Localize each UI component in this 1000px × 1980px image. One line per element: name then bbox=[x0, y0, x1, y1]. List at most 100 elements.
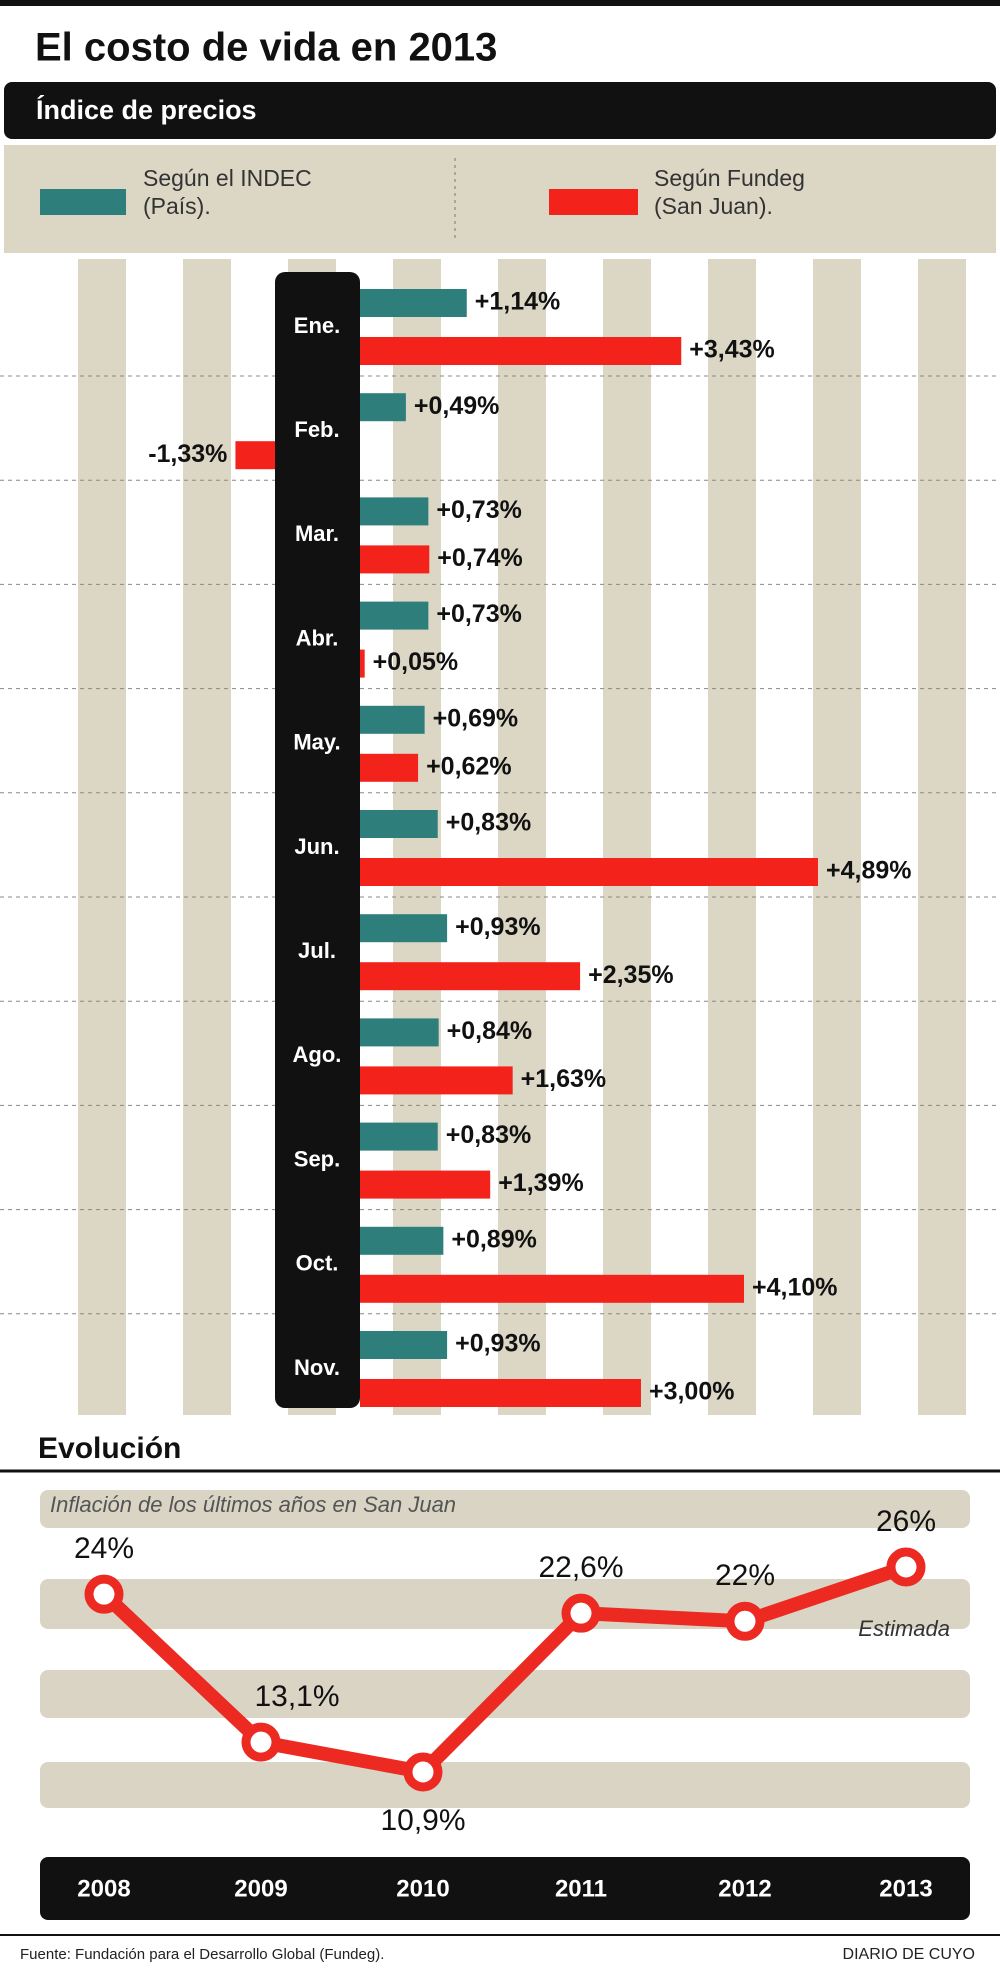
bar bbox=[360, 1379, 641, 1407]
bar bbox=[360, 289, 467, 317]
value-label: +4,10% bbox=[752, 1273, 838, 1301]
value-label: +0,83% bbox=[446, 809, 532, 837]
point bbox=[241, 1722, 281, 1762]
bar bbox=[360, 545, 430, 574]
category-label: Mar. bbox=[295, 521, 339, 546]
category-label: Jul. bbox=[298, 938, 336, 963]
bars bbox=[235, 289, 818, 1407]
category-label: Sep. bbox=[294, 1146, 340, 1171]
stripe bbox=[603, 259, 651, 1415]
value-label: +0,49% bbox=[414, 392, 500, 420]
stripe bbox=[813, 259, 861, 1415]
value-label: 10,9% bbox=[380, 1804, 465, 1837]
stripe bbox=[183, 259, 231, 1415]
bar bbox=[360, 1018, 439, 1047]
legend-entry: Según el INDEC (País). bbox=[143, 165, 312, 219]
stripe bbox=[78, 259, 126, 1415]
value-label: +3,43% bbox=[689, 336, 775, 364]
annotation: Estimada bbox=[858, 1616, 950, 1641]
point bbox=[886, 1547, 926, 1587]
value-label: +0,62% bbox=[426, 752, 512, 780]
x-tick-label: 2013 bbox=[879, 1875, 932, 1902]
chart-subtitle: Índice de precios bbox=[36, 94, 257, 125]
value-label: -1,33% bbox=[148, 440, 227, 468]
line bbox=[99, 1560, 909, 1779]
point bbox=[84, 1574, 124, 1614]
legend-band bbox=[4, 145, 996, 253]
value-label: +4,89% bbox=[826, 857, 912, 885]
stripe bbox=[918, 259, 966, 1415]
legend-swatch bbox=[549, 189, 638, 215]
value-label: +1,63% bbox=[521, 1065, 607, 1093]
bar bbox=[360, 1226, 444, 1255]
category-label: Abr. bbox=[296, 625, 339, 650]
legend-swatch bbox=[40, 189, 126, 215]
value-label: 13,1% bbox=[254, 1680, 339, 1713]
value-label: 22% bbox=[715, 1559, 775, 1592]
x-tick-label: 2008 bbox=[77, 1875, 130, 1902]
value-label: 24% bbox=[74, 1532, 134, 1565]
value-label: +1,14% bbox=[475, 288, 561, 316]
value-label: +0,84% bbox=[447, 1017, 532, 1045]
value-label: +3,00% bbox=[649, 1378, 735, 1406]
value-label: 26% bbox=[876, 1505, 936, 1538]
line-subtitle: Inflación de los últimos años en San Jua… bbox=[50, 1492, 456, 1517]
bar bbox=[360, 1274, 745, 1303]
band bbox=[40, 1490, 970, 1528]
category-label: Jun. bbox=[294, 834, 339, 859]
bar bbox=[360, 810, 438, 838]
credit: DIARIO DE CUYO bbox=[843, 1946, 975, 1963]
category-label: Feb. bbox=[294, 417, 339, 442]
bar bbox=[360, 1331, 448, 1359]
value-label: +2,35% bbox=[588, 961, 674, 989]
band bbox=[40, 1762, 970, 1808]
point bbox=[403, 1752, 443, 1792]
bar bbox=[360, 1170, 491, 1199]
value-label: +1,39% bbox=[498, 1169, 583, 1197]
stripe bbox=[498, 259, 546, 1415]
value-label: +0,93% bbox=[455, 913, 541, 941]
value-label: +0,93% bbox=[455, 1330, 541, 1358]
source: Fuente: Fundación para el Desarrollo Glo… bbox=[20, 1946, 384, 1963]
month-column bbox=[275, 272, 360, 1408]
value-label: +0,69% bbox=[433, 704, 518, 732]
x-tick-label: 2011 bbox=[555, 1875, 607, 1902]
category-label: Nov. bbox=[294, 1355, 340, 1380]
value-label: +0,05% bbox=[373, 648, 459, 676]
bar bbox=[360, 649, 365, 678]
bar bbox=[360, 914, 448, 943]
bar bbox=[360, 753, 419, 782]
point bbox=[561, 1593, 601, 1633]
point bbox=[725, 1601, 765, 1641]
page-title: El costo de vida en 2013 bbox=[35, 26, 497, 70]
bar bbox=[360, 1066, 513, 1095]
bar bbox=[360, 858, 818, 886]
value-label: +0,89% bbox=[451, 1225, 537, 1253]
bar bbox=[360, 705, 425, 734]
value-label: +0,83% bbox=[446, 1121, 532, 1149]
bar-labels: Ene. Feb. Mar. Abr. May. Jun. Jul. Ago. Sep. Oct.… bbox=[148, 288, 911, 1406]
subtitle-bar bbox=[4, 82, 996, 139]
top-rule bbox=[0, 0, 1000, 6]
bar bbox=[360, 337, 682, 365]
bar bbox=[360, 497, 429, 526]
x-tick-label: 2012 bbox=[718, 1875, 771, 1902]
category-label: May. bbox=[293, 730, 340, 755]
value-label: +0,73% bbox=[436, 600, 522, 628]
bar bbox=[360, 1122, 438, 1151]
value-label: 22,6% bbox=[538, 1551, 623, 1584]
category-label: Oct. bbox=[296, 1251, 339, 1276]
category-label: Ene. bbox=[294, 313, 340, 338]
bar bbox=[360, 601, 429, 630]
x-tick-label: 2010 bbox=[396, 1875, 449, 1902]
bar bbox=[360, 962, 581, 991]
year-bar bbox=[40, 1857, 970, 1920]
value-label: +0,73% bbox=[436, 496, 522, 524]
x-tick-label: 2009 bbox=[234, 1875, 287, 1902]
value-label: +0,74% bbox=[437, 544, 523, 572]
line-title: Evolución bbox=[38, 1432, 181, 1465]
category-label: Ago. bbox=[293, 1042, 342, 1067]
bar bbox=[360, 393, 406, 422]
